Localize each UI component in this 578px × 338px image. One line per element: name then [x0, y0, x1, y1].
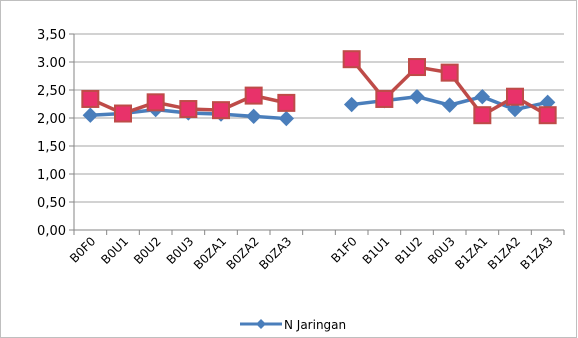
- series-2-point: [277, 93, 296, 112]
- series-2-point: [506, 87, 524, 106]
- series-2-point: [440, 63, 459, 82]
- y-tick-label: 0,50: [37, 196, 66, 211]
- series-2-point: [212, 101, 230, 120]
- y-tick-label: 0,00: [37, 224, 66, 239]
- series-1-point: [441, 97, 458, 113]
- series-1-point: [343, 96, 360, 113]
- series-2-point: [538, 106, 557, 125]
- series-2-point: [473, 106, 492, 125]
- series-1-point: [409, 89, 425, 105]
- y-tick-label: 2,00: [37, 112, 66, 127]
- series-2-point: [114, 104, 132, 123]
- series-1-point: [474, 89, 491, 105]
- series-2-point: [244, 86, 263, 105]
- series-1-point: [278, 110, 295, 127]
- gridlines: [74, 33, 564, 203]
- series-2-point: [408, 58, 426, 77]
- series-2-point: [342, 50, 361, 69]
- series-2-point: [81, 89, 100, 108]
- y-tick-label: 1,50: [37, 140, 66, 155]
- y-tick-label: 3,50: [37, 28, 66, 43]
- y-axis-tick-labels: 0,00 0,50 1,00 1,50 2,00 2,50 3.00 3,50: [37, 28, 66, 239]
- series-2-point: [146, 93, 165, 112]
- legend-marker: [256, 319, 266, 329]
- legend-label: N Jaringan: [284, 318, 346, 332]
- series-1-point: [245, 108, 262, 125]
- axes: [69, 33, 565, 235]
- legend: N Jaringan: [240, 318, 346, 332]
- series-2-point: [375, 89, 394, 108]
- series-group: [81, 50, 557, 127]
- y-tick-label: 1,00: [37, 168, 66, 183]
- y-tick-label: 3.00: [37, 56, 66, 71]
- series-1-point: [82, 107, 99, 123]
- series-2-point: [179, 100, 198, 119]
- series-1-point: [507, 101, 523, 118]
- y-tick-label: 2,50: [37, 84, 66, 99]
